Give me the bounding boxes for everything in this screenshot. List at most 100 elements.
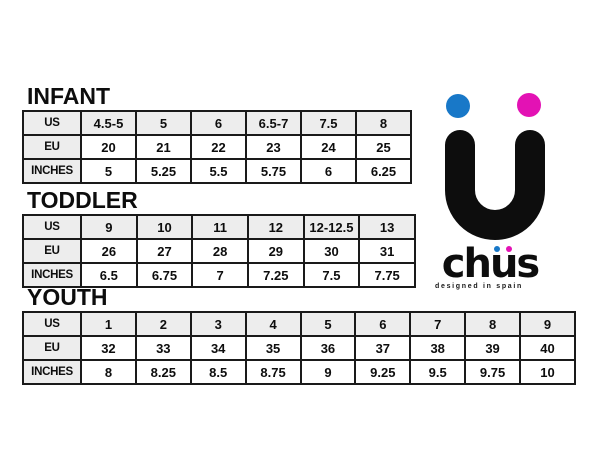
size-cell: 38 bbox=[409, 335, 467, 361]
row-label: US bbox=[22, 311, 82, 337]
size-cell: 11 bbox=[191, 214, 249, 240]
size-table-infant: US 4.5-5 5 6 6.5-7 7.5 8 EU 20 21 22 23 24 25 INCHES 5 5… bbox=[22, 110, 412, 184]
size-cell: 6.25 bbox=[355, 158, 412, 184]
size-cell: 13 bbox=[358, 214, 416, 240]
size-cell: 28 bbox=[191, 238, 249, 264]
wordmark-ch: ch bbox=[441, 241, 492, 287]
size-row: US 4.5-5 5 6 6.5-7 7.5 8 bbox=[22, 110, 412, 136]
size-row: US 9 10 11 12 12-12.5 13 bbox=[22, 214, 416, 240]
size-cell: 5 bbox=[135, 110, 192, 136]
size-cell: 6 bbox=[190, 110, 247, 136]
umlaut-dot-blue-icon bbox=[446, 94, 470, 118]
size-row: INCHES 8 8.25 8.5 8.75 9 9.25 9.5 9.75 10 bbox=[22, 359, 576, 385]
size-row: EU 26 27 28 29 30 31 bbox=[22, 238, 416, 264]
size-cell: 6.75 bbox=[135, 262, 194, 288]
size-cell: 10 bbox=[135, 214, 194, 240]
size-table-toddler: US 9 10 11 12 12-12.5 13 EU 26 27 28 29 30 31 INCHES 6.… bbox=[22, 214, 416, 288]
size-cell: 40 bbox=[519, 335, 576, 361]
size-cell: 20 bbox=[80, 134, 137, 160]
size-cell: 27 bbox=[135, 238, 194, 264]
row-label: INCHES bbox=[22, 359, 82, 385]
wordmark-s: s bbox=[516, 241, 540, 287]
size-cell: 9 bbox=[80, 214, 138, 240]
size-cell: 39 bbox=[464, 335, 521, 361]
size-cell: 34 bbox=[189, 335, 247, 361]
size-cell: 9 bbox=[299, 359, 357, 385]
size-cell: 12-12.5 bbox=[302, 214, 361, 240]
section-toddler: TODDLER US 9 10 11 12 12-12.5 13 EU 26 27 28 29 30 31… bbox=[22, 188, 416, 288]
size-cell: 6.5 bbox=[80, 262, 138, 288]
size-cell: 33 bbox=[134, 335, 192, 361]
size-cell: 2 bbox=[134, 311, 192, 337]
size-cell: 7.5 bbox=[302, 262, 361, 288]
size-cell: 10 bbox=[519, 359, 576, 385]
row-label: EU bbox=[22, 335, 82, 361]
brand-tagline: designed in spain bbox=[435, 283, 524, 290]
size-row: INCHES 5 5.25 5.5 5.75 6 6.25 bbox=[22, 158, 412, 184]
umlaut-dot-magenta-icon bbox=[517, 93, 541, 117]
size-cell: 5.25 bbox=[135, 158, 192, 184]
row-label: INCHES bbox=[22, 158, 82, 184]
size-cell: 5.5 bbox=[190, 158, 247, 184]
size-cell: 6 bbox=[354, 311, 412, 337]
size-cell: 7 bbox=[409, 311, 467, 337]
size-cell: 25 bbox=[355, 134, 412, 160]
section-title-toddler: TODDLER bbox=[27, 187, 138, 213]
size-cell: 5.75 bbox=[245, 158, 302, 184]
section-title-youth: YOUTH bbox=[27, 284, 108, 310]
size-cell: 7.75 bbox=[358, 262, 416, 288]
size-cell: 35 bbox=[244, 335, 302, 361]
size-cell: 8 bbox=[355, 110, 412, 136]
size-cell: 12 bbox=[246, 214, 305, 240]
size-cell: 23 bbox=[245, 134, 302, 160]
brand-wordmark: chu s bbox=[432, 242, 548, 286]
size-cell: 29 bbox=[246, 238, 305, 264]
size-row: US 1 2 3 4 5 6 7 8 9 bbox=[22, 311, 576, 337]
size-cell: 1 bbox=[80, 311, 137, 337]
size-cell: 5 bbox=[80, 158, 137, 184]
row-label: US bbox=[22, 214, 82, 240]
row-label: US bbox=[22, 110, 82, 136]
row-label: EU bbox=[22, 134, 82, 160]
size-cell: 3 bbox=[189, 311, 247, 337]
size-cell: 8.5 bbox=[189, 359, 247, 385]
size-row: EU 32 33 34 35 36 37 38 39 40 bbox=[22, 335, 576, 361]
size-cell: 9.75 bbox=[464, 359, 521, 385]
size-cell: 5 bbox=[299, 311, 357, 337]
size-cell: 36 bbox=[299, 335, 357, 361]
size-cell: 6 bbox=[300, 158, 357, 184]
row-label: INCHES bbox=[22, 262, 82, 288]
section-youth: YOUTH US 1 2 3 4 5 6 7 8 9 EU 32 33 34 35 36 37 38 39 40 INC… bbox=[22, 285, 576, 385]
size-cell: 9.5 bbox=[409, 359, 467, 385]
size-cell: 21 bbox=[135, 134, 192, 160]
size-cell: 4 bbox=[244, 311, 302, 337]
wordmark-umlaut-magenta-icon bbox=[505, 246, 512, 252]
size-cell: 26 bbox=[80, 238, 138, 264]
wordmark-umlaut-blue-icon bbox=[493, 246, 500, 252]
size-cell: 32 bbox=[80, 335, 137, 361]
wordmark-u: u bbox=[490, 242, 519, 286]
size-cell: 8 bbox=[80, 359, 137, 385]
size-cell: 31 bbox=[358, 238, 416, 264]
section-infant: INFANT US 4.5-5 5 6 6.5-7 7.5 8 EU 20 21 22 23 24 25 I… bbox=[22, 84, 412, 184]
size-cell: 6.5-7 bbox=[245, 110, 302, 136]
size-cell: 8 bbox=[464, 311, 521, 337]
size-cell: 8.25 bbox=[134, 359, 192, 385]
size-cell: 30 bbox=[302, 238, 361, 264]
size-cell: 7.25 bbox=[246, 262, 305, 288]
size-cell: 22 bbox=[190, 134, 247, 160]
size-table-youth: US 1 2 3 4 5 6 7 8 9 EU 32 33 34 35 36 37 38 39 40 INCHES 8 8.… bbox=[22, 311, 576, 385]
size-row: INCHES 6.5 6.75 7 7.25 7.5 7.75 bbox=[22, 262, 416, 288]
size-cell: 7 bbox=[191, 262, 249, 288]
section-title-infant: INFANT bbox=[27, 83, 111, 109]
size-cell: 24 bbox=[300, 134, 357, 160]
brand-logo bbox=[430, 92, 580, 252]
size-cell: 8.75 bbox=[244, 359, 302, 385]
size-cell: 9.25 bbox=[354, 359, 412, 385]
row-label: EU bbox=[22, 238, 82, 264]
size-cell: 4.5-5 bbox=[80, 110, 137, 136]
size-row: EU 20 21 22 23 24 25 bbox=[22, 134, 412, 160]
u-letterform-icon bbox=[445, 130, 545, 240]
size-cell: 9 bbox=[519, 311, 576, 337]
